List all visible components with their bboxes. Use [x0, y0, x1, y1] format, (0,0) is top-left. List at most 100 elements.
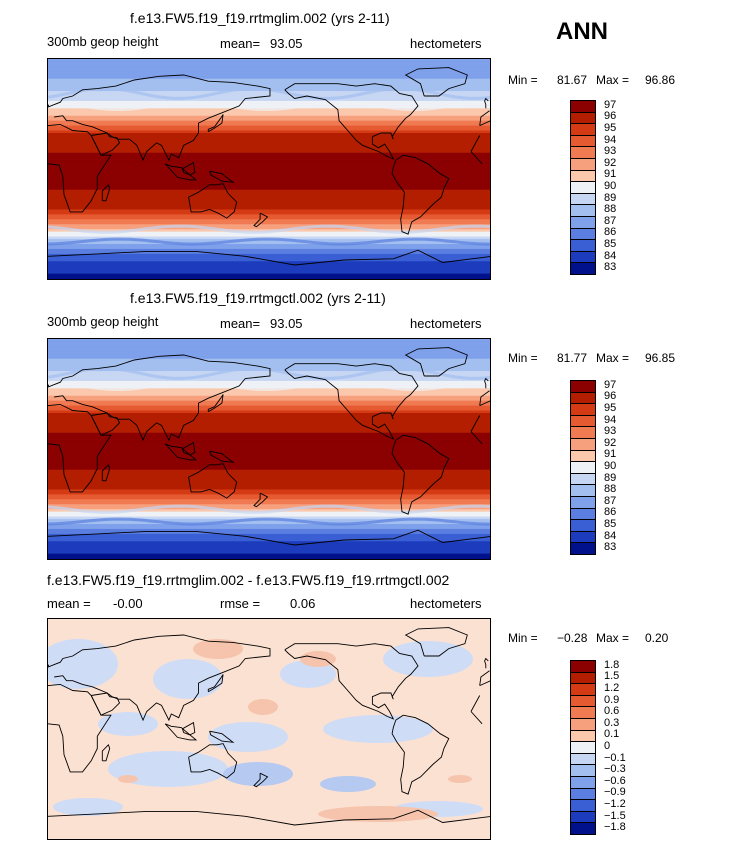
zonal-band: [48, 383, 490, 387]
zonal-band: [48, 435, 490, 439]
zonal-band: [48, 145, 490, 149]
zonal-band: [48, 546, 490, 550]
colorbar-swatch: [570, 822, 596, 835]
zonal-band: [48, 150, 490, 154]
zonal-band: [48, 157, 490, 161]
zonal-band: [48, 219, 490, 223]
zonal-band: [48, 501, 490, 505]
zonal-band: [48, 162, 490, 166]
diff-anomaly-region: [320, 776, 376, 792]
zonal-band: [48, 474, 490, 478]
panel-3-title: f.e13.FW5.f19_f19.rrtmglim.002 - f.e13.F…: [47, 572, 450, 588]
zonal-band: [48, 96, 490, 100]
zonal-band: [48, 123, 490, 127]
coastline: [253, 212, 269, 228]
zonal-band: [48, 221, 490, 225]
panel-3-rmse-value: 0.06: [290, 596, 316, 611]
zonal-band: [48, 268, 490, 272]
coastline: [207, 674, 224, 693]
zonal-band: [48, 81, 490, 85]
zonal-band: [48, 494, 490, 498]
zonal-band: [48, 450, 490, 454]
zonal-band: [48, 432, 490, 436]
zonal-band: [48, 155, 490, 159]
panel-1-units: hectometers: [410, 36, 482, 51]
zonal-band: [48, 135, 490, 139]
zonal-band: [48, 422, 490, 426]
zonal-band: [48, 405, 490, 409]
zonal-band: [48, 556, 490, 559]
zonal-band: [48, 266, 490, 270]
zonal-band: [48, 489, 490, 493]
zonal-band: [48, 68, 490, 72]
zonal-band: [48, 430, 490, 434]
panel-2-min-label: Min =: [508, 351, 538, 365]
panel-3-mean-label: mean =: [47, 596, 91, 611]
coastline: [101, 183, 111, 202]
zonal-band: [48, 395, 490, 399]
zonal-band: [48, 174, 490, 178]
zonal-band: [48, 100, 490, 104]
coastline: [181, 721, 196, 736]
zonal-band: [48, 273, 490, 277]
coastline: [101, 463, 111, 482]
zonal-band: [48, 533, 490, 537]
coastline: [188, 183, 238, 219]
colorbar-tick-label: 95: [604, 402, 617, 414]
zonal-band: [48, 358, 490, 362]
zonal-band: [48, 376, 490, 380]
colorbar-tick-label: 93: [604, 145, 617, 158]
coastline: [48, 97, 489, 109]
coastline: [404, 347, 468, 377]
zonal-band: [48, 93, 490, 97]
colorbar-tick-label: 88: [604, 203, 617, 216]
contour-wave: [48, 237, 490, 246]
zonal-band: [48, 234, 490, 238]
zonal-band: [48, 152, 490, 156]
zonal-band: [48, 548, 490, 552]
coastline: [164, 443, 198, 461]
zonal-band: [48, 417, 490, 421]
colorbar-tick-label: 85: [604, 238, 617, 250]
colorbar-swatch: [570, 262, 596, 275]
zonal-band: [48, 125, 490, 129]
colorbar-tick-label: 1.8: [604, 658, 620, 671]
zonal-band: [48, 491, 490, 495]
zonal-band: [48, 130, 490, 134]
zonal-band: [48, 211, 490, 215]
zonal-band: [48, 410, 490, 414]
coastline: [48, 123, 483, 213]
colorbar-tick-label: 88: [604, 483, 617, 496]
colorbar-tick-label: −0.3: [604, 763, 626, 776]
zonal-band: [48, 61, 490, 65]
zonal-band: [48, 246, 490, 250]
colorbar-tick-label: 0.1: [604, 728, 620, 741]
coastline: [164, 723, 198, 741]
colorbar-tick-label: 0.3: [604, 716, 620, 729]
zonal-band: [48, 427, 490, 431]
colorbar-tick-label: 93: [604, 425, 617, 438]
zonal-band: [48, 482, 490, 486]
zonal-band: [48, 361, 490, 365]
colorbar-tick-label: 87: [604, 214, 617, 227]
zonal-band: [48, 408, 490, 412]
zonal-band: [48, 202, 490, 206]
panel-2-variable: 300mb geop height: [47, 314, 159, 329]
season-label: ANN: [556, 18, 608, 45]
zonal-band: [48, 415, 490, 419]
zonal-band: [48, 521, 490, 525]
zonal-band: [48, 71, 490, 75]
zonal-band: [48, 253, 490, 257]
diff-anomaly-region: [323, 715, 433, 743]
coastline: [48, 529, 490, 546]
panel-3-map-svg: [48, 619, 490, 839]
panel-1-mean-label: mean=: [220, 36, 261, 51]
colorbar-tick-label: 96: [604, 390, 617, 403]
diff-anomaly-region: [153, 659, 223, 699]
panel-3-map: [47, 618, 491, 840]
colorbar-tick-label: −1.5: [604, 809, 626, 822]
zonal-band: [48, 378, 490, 382]
zonal-band: [48, 413, 490, 417]
zonal-band: [48, 514, 490, 518]
panel-1-map: [47, 58, 491, 280]
